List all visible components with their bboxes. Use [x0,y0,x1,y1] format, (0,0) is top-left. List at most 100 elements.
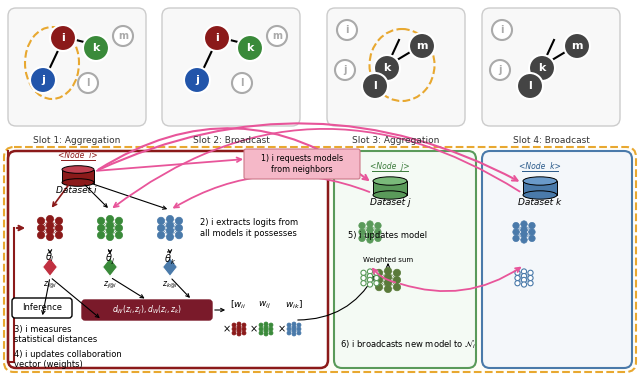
Circle shape [37,224,45,232]
Circle shape [259,323,263,327]
Circle shape [267,26,287,46]
Circle shape [367,273,372,279]
Text: i: i [61,33,65,43]
Circle shape [264,322,268,326]
FancyBboxPatch shape [482,8,620,126]
Text: Slot 4: Broadcast: Slot 4: Broadcast [513,136,589,145]
Text: 4) i updates collaboration
vector (weights): 4) i updates collaboration vector (weigh… [14,350,122,369]
Circle shape [166,215,173,223]
Circle shape [376,276,383,284]
Circle shape [522,269,527,274]
Text: $w_{ik}]$: $w_{ik}]$ [285,299,303,311]
Circle shape [375,229,381,235]
Bar [62,170,94,182]
Circle shape [37,232,45,239]
Text: $z_{k@i}$: $z_{k@i}$ [162,280,178,291]
Circle shape [204,25,230,51]
Circle shape [242,323,246,327]
Polygon shape [102,258,118,276]
Circle shape [515,270,520,275]
Circle shape [287,331,291,335]
FancyBboxPatch shape [4,147,636,372]
Circle shape [292,326,296,329]
Circle shape [242,331,246,335]
Circle shape [97,217,104,224]
Text: i: i [215,33,219,43]
Circle shape [529,229,535,235]
Circle shape [375,235,381,242]
Circle shape [56,232,63,239]
Polygon shape [42,258,58,276]
FancyBboxPatch shape [12,298,72,318]
Circle shape [237,35,263,61]
Circle shape [515,280,520,286]
Text: $d_W(z_i,z_j), d_W(z_i,z_k)$: $d_W(z_i,z_j), d_W(z_i,z_k)$ [112,303,182,317]
Circle shape [521,231,527,238]
Ellipse shape [523,191,557,199]
Circle shape [157,232,164,239]
Circle shape [175,232,182,239]
Circle shape [237,326,241,329]
Circle shape [30,67,56,93]
FancyBboxPatch shape [8,8,146,126]
Circle shape [269,327,273,331]
Text: ×: × [223,324,231,334]
Circle shape [157,217,164,224]
Circle shape [513,222,519,229]
Circle shape [375,222,381,229]
Text: j: j [195,75,199,85]
Circle shape [394,276,401,284]
Text: ×: × [278,324,286,334]
Circle shape [385,285,392,293]
Circle shape [564,33,590,59]
Circle shape [359,235,365,242]
Circle shape [287,323,291,327]
Circle shape [367,231,373,238]
Text: Inference: Inference [22,303,62,312]
Circle shape [385,267,392,274]
Circle shape [46,215,54,223]
Circle shape [515,275,520,280]
Text: j: j [343,65,347,75]
FancyBboxPatch shape [334,151,476,368]
Circle shape [56,217,63,224]
Bar [373,181,407,195]
Text: 6) i broadcasts new model to $\mathcal{N}_i$: 6) i broadcasts new model to $\mathcal{N… [340,339,477,351]
Circle shape [513,229,519,235]
Circle shape [409,33,435,59]
Text: l: l [528,81,532,91]
Circle shape [394,284,401,291]
Circle shape [97,224,104,232]
Text: $w_{ij}$: $w_{ij}$ [258,299,271,311]
Text: j: j [41,75,45,85]
Text: $\tilde{\theta}_k$: $\tilde{\theta}_k$ [164,250,176,267]
Circle shape [269,323,273,327]
Circle shape [264,332,268,336]
Text: k: k [92,43,100,53]
Circle shape [115,224,123,232]
Circle shape [367,269,372,274]
Circle shape [232,73,252,93]
Circle shape [367,221,373,227]
Text: $\tilde{\theta}_j$: $\tilde{\theta}_j$ [105,250,115,267]
Polygon shape [163,258,177,276]
Circle shape [175,217,182,224]
Circle shape [259,327,263,331]
Text: l: l [86,78,90,88]
Circle shape [492,20,512,40]
Circle shape [521,226,527,233]
Circle shape [175,224,182,232]
Text: Slot 1: Aggregation: Slot 1: Aggregation [33,136,121,145]
Circle shape [297,327,301,331]
Circle shape [242,327,246,331]
Circle shape [362,73,388,99]
Text: <Node  k>: <Node k> [519,162,561,171]
Circle shape [50,25,76,51]
Circle shape [376,269,383,276]
Circle shape [46,222,54,229]
Circle shape [374,270,379,275]
Text: 1) i requests models
from neighbors: 1) i requests models from neighbors [261,154,343,174]
Circle shape [528,270,533,275]
Ellipse shape [523,177,557,185]
Circle shape [184,67,210,93]
